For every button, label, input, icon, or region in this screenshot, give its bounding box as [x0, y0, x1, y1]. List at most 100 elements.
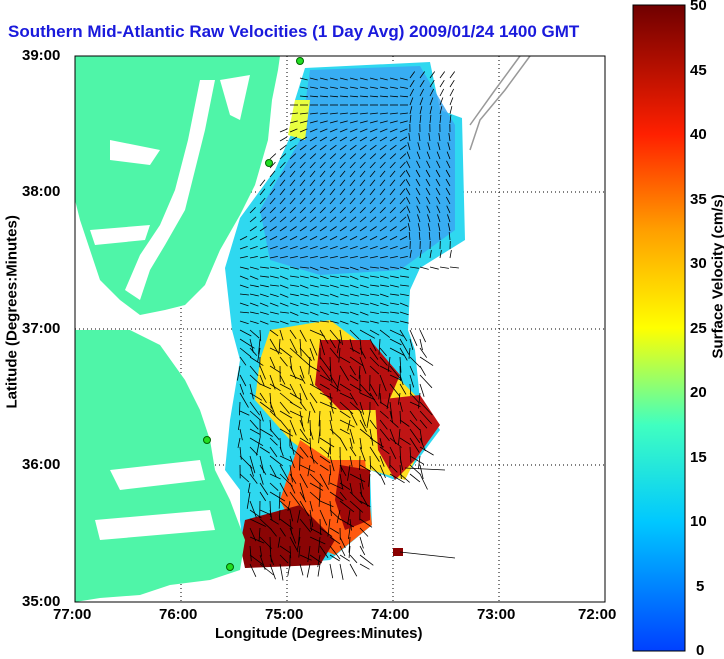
velocity-arrow	[399, 188, 406, 196]
velocity-arrow	[237, 437, 241, 448]
velocity-arrow	[329, 120, 338, 124]
velocity-arrow	[379, 161, 386, 169]
velocity-arrow	[347, 509, 351, 525]
velocity-arrow	[329, 275, 339, 278]
velocity-arrow	[369, 179, 376, 187]
velocity-arrow	[309, 226, 317, 232]
velocity-arrow	[379, 246, 388, 250]
y-axis-label: Latitude (Degrees:Minutes)	[3, 215, 21, 409]
velocity-arrow	[329, 293, 339, 298]
velocity-arrow	[299, 236, 308, 241]
velocity-arrow	[329, 136, 338, 142]
velocity-arrow	[308, 356, 311, 375]
velocity-arrow	[339, 216, 347, 223]
velocity-arrow	[239, 356, 247, 366]
velocity-arrow	[319, 246, 328, 250]
velocity-arrow	[279, 179, 286, 187]
velocity-arrow	[289, 536, 299, 553]
velocity-arrow	[339, 179, 346, 187]
velocity-arrow	[319, 207, 326, 214]
velocity-arrow	[239, 392, 249, 408]
velocity-arrow	[339, 365, 350, 381]
velocity-arrow	[399, 236, 408, 241]
velocity-arrow	[299, 338, 302, 357]
velocity-arrow	[339, 136, 348, 142]
velocity-arrow	[319, 302, 329, 305]
velocity-arrow	[319, 128, 328, 133]
velocity-arrow	[339, 320, 349, 325]
velocity-arrow	[349, 256, 358, 259]
velocity-arrow	[419, 88, 425, 97]
velocity-arrow	[309, 455, 319, 465]
velocity-arrow	[379, 320, 389, 323]
velocity-arrow	[309, 428, 314, 440]
velocity-arrow	[419, 266, 429, 270]
velocity-arrow	[269, 293, 279, 297]
velocity-arrow	[399, 302, 409, 307]
velocity-arrow	[339, 311, 349, 314]
map-title: Southern Mid-Atlantic Raw Velocities (1 …	[8, 22, 580, 41]
velocity-arrow	[399, 128, 408, 133]
velocity-arrow	[369, 226, 377, 232]
velocity-arrow	[299, 275, 309, 279]
velocity-arrow	[369, 153, 377, 160]
velocity-arrow	[399, 473, 410, 483]
velocity-arrow	[239, 383, 245, 395]
velocity-arrow	[359, 161, 366, 169]
velocity-arrow	[447, 142, 451, 151]
velocity-arrow	[406, 160, 411, 169]
velocity-arrow	[279, 428, 294, 437]
velocity-arrow	[279, 256, 288, 259]
velocity-arrow	[259, 464, 267, 475]
velocity-arrow	[239, 347, 252, 358]
velocity-arrow	[419, 356, 434, 366]
velocity-arrow	[289, 246, 298, 250]
velocity-arrow	[299, 365, 305, 379]
velocity-arrow	[399, 86, 408, 89]
velocity-arrow	[299, 86, 308, 89]
velocity-arrow	[269, 161, 276, 169]
velocity-arrow	[369, 256, 378, 259]
velocity-arrow	[279, 302, 289, 307]
velocity-arrow	[359, 338, 363, 356]
velocity-arrow	[418, 231, 421, 241]
velocity-arrow	[279, 311, 289, 314]
velocity-arrow	[309, 509, 314, 528]
velocity-arrow	[249, 302, 259, 307]
velocity-arrow	[329, 226, 337, 232]
velocity-arrow	[349, 144, 357, 151]
velocity-arrow	[359, 266, 369, 270]
velocity-arrow	[446, 205, 451, 214]
velocity-arrow	[407, 223, 411, 232]
velocity-arrow	[279, 410, 293, 419]
velocity-arrow	[369, 293, 379, 296]
velocity-arrow	[359, 144, 367, 151]
velocity-arrow	[329, 320, 339, 324]
velocity-arrow	[359, 473, 364, 490]
velocity-arrow	[309, 446, 315, 464]
velocity-arrow	[269, 365, 282, 374]
velocity-arrow	[339, 170, 346, 178]
velocity-arrow	[249, 455, 256, 474]
velocity-arrow	[405, 178, 411, 187]
colorbar-tick-label: 5	[696, 578, 705, 595]
velocity-arrow	[449, 88, 455, 97]
y-tick-label: 39:00	[22, 47, 61, 64]
velocity-arrow	[437, 223, 441, 232]
velocity-arrow	[327, 446, 331, 458]
velocity-arrow	[379, 419, 388, 430]
velocity-arrow	[289, 527, 297, 544]
velocity-arrow	[289, 170, 296, 178]
velocity-arrow	[399, 464, 402, 479]
velocity-arrow	[319, 120, 328, 124]
velocity-arrow	[389, 437, 402, 448]
velocity-arrow	[429, 79, 435, 88]
velocity-arrow	[329, 338, 336, 349]
velocity-arrow	[408, 347, 411, 359]
y-tick-label: 38:00	[22, 183, 61, 200]
velocity-arrow	[379, 311, 389, 314]
x-tick-label: 77:00	[53, 606, 92, 623]
velocity-arrow	[415, 169, 421, 178]
velocity-arrow	[329, 95, 339, 98]
velocity-arrow	[318, 536, 321, 553]
